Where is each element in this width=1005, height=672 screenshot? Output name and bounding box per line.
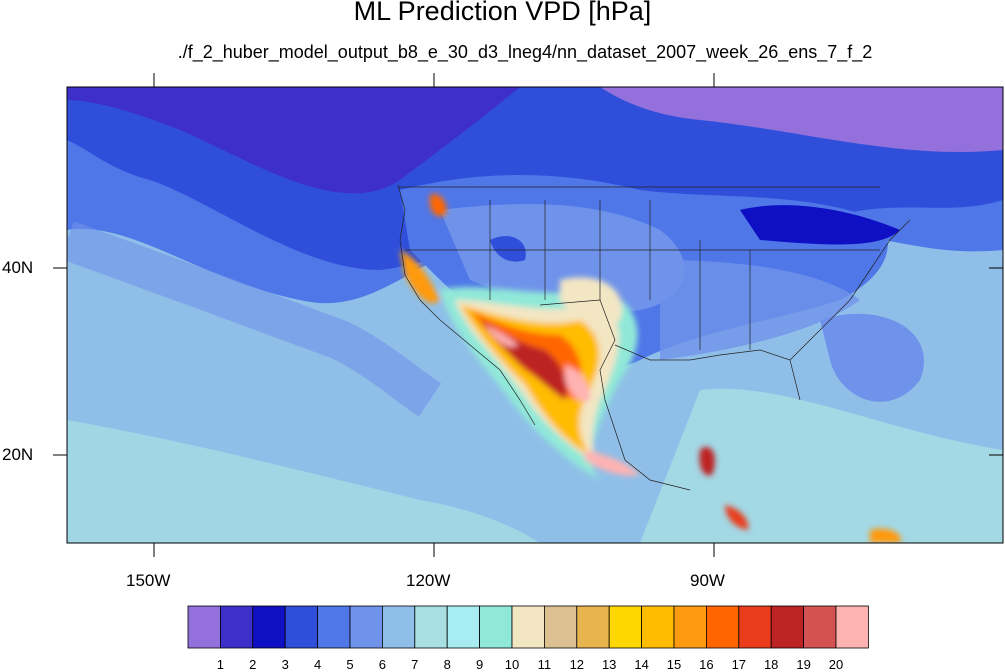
colorbar-label: 3: [281, 657, 289, 672]
vpd-field: [67, 87, 1003, 543]
colorbar-label: 15: [666, 657, 682, 672]
colorbar-box: [349, 605, 383, 649]
colorbar-label: 6: [378, 657, 387, 672]
colorbar-box: [414, 605, 448, 649]
colorbar-label: 13: [601, 657, 617, 672]
colorbar-label: 2: [249, 657, 257, 672]
lat-label-20n: 20N: [2, 445, 34, 464]
colorbar-box: [219, 605, 254, 649]
colorbar-box: [770, 605, 805, 649]
colorbar-label: 10: [504, 657, 520, 672]
colorbar-label: 12: [569, 657, 585, 672]
colorbar-box: [641, 605, 675, 649]
colorbar-box: [479, 605, 513, 649]
colorbar-label: 5: [346, 657, 354, 672]
colorbar-label: 18: [763, 657, 779, 672]
colorbar-label: 17: [731, 657, 747, 672]
colorbar-box: [381, 605, 416, 649]
colorbar-box: [835, 605, 869, 649]
map-title: ML Prediction VPD [hPa]: [353, 0, 652, 26]
colorbar-label: 19: [796, 657, 811, 672]
lat-label-40n: 40N: [2, 258, 34, 277]
colorbar-label: 1: [216, 657, 225, 672]
colorbar-label: 8: [443, 657, 451, 672]
colorbar-label: 7: [411, 657, 419, 672]
colorbar-label: 9: [475, 657, 484, 672]
vpd-map: [53, 73, 1004, 557]
lon-label-120w: 120W: [406, 571, 451, 590]
axis-ticks: [53, 73, 1003, 557]
colorbar-box: [576, 605, 610, 649]
colorbar-box: [544, 605, 578, 649]
colorbar-box: [803, 605, 837, 649]
colorbar-box: [317, 605, 351, 649]
colorbar-box: [673, 605, 707, 649]
colorbar-box: [187, 605, 221, 649]
colorbar-label: 14: [634, 657, 649, 672]
colorbar-label: 4: [313, 657, 322, 672]
colorbar-box: [608, 605, 643, 649]
lon-label-150w: 150W: [126, 571, 171, 590]
colorbar-box: [252, 605, 286, 649]
colorbar-box: [511, 605, 545, 649]
colorbar-box: [446, 605, 481, 649]
map-subtitle: ./f_2_huber_model_output_b8_e_30_d3_lneg…: [177, 42, 873, 62]
colorbar-box: [706, 605, 740, 649]
colorbar-label: 20: [828, 657, 844, 672]
colorbar-box: [284, 605, 319, 649]
colorbar-box: [738, 605, 772, 649]
colorbar-label: 16: [699, 657, 714, 672]
colorbar-label: 11: [537, 657, 552, 672]
lon-label-90w: 90W: [690, 571, 725, 590]
